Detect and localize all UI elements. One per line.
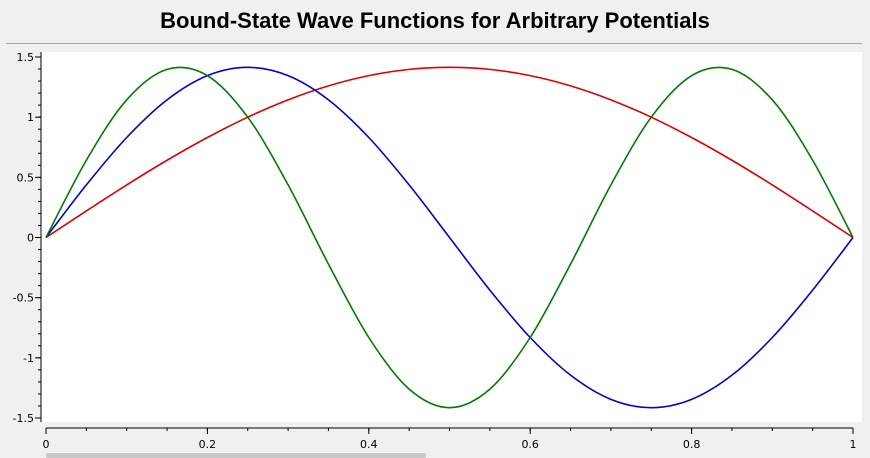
y-tick-label: -0.5 (13, 292, 34, 305)
x-tick-label: 0.2 (199, 438, 217, 451)
series-layer (45, 66, 854, 409)
series-line-1 (45, 66, 854, 239)
y-tick-label: 1.5 (17, 51, 35, 64)
chart-title: Bound-State Wave Functions for Arbitrary… (160, 8, 710, 33)
horizontal-scrollbar[interactable] (46, 453, 426, 458)
x-tick-label: 0 (43, 438, 50, 451)
y-tick-label: -1.5 (13, 412, 34, 425)
plot-background (41, 52, 862, 422)
y-tick-label: 0.5 (17, 171, 35, 184)
axes: 1.5 1 0.5 0 -0.5 -1 -1.5 0 0.2 0.4 0.6 0.8 1 (13, 51, 857, 451)
y-tick-label: 0 (27, 232, 34, 245)
title-divider (6, 43, 862, 44)
y-tick-label: 1 (27, 111, 34, 124)
y-tick-label: -1 (23, 352, 34, 365)
x-tick-label: 0.8 (683, 438, 701, 451)
x-tick-label: 0.6 (521, 438, 539, 451)
series-line-3 (45, 66, 854, 409)
x-tick-label: 0.4 (360, 438, 378, 451)
series-line-2 (45, 66, 854, 409)
x-tick-label: 1 (850, 438, 857, 451)
